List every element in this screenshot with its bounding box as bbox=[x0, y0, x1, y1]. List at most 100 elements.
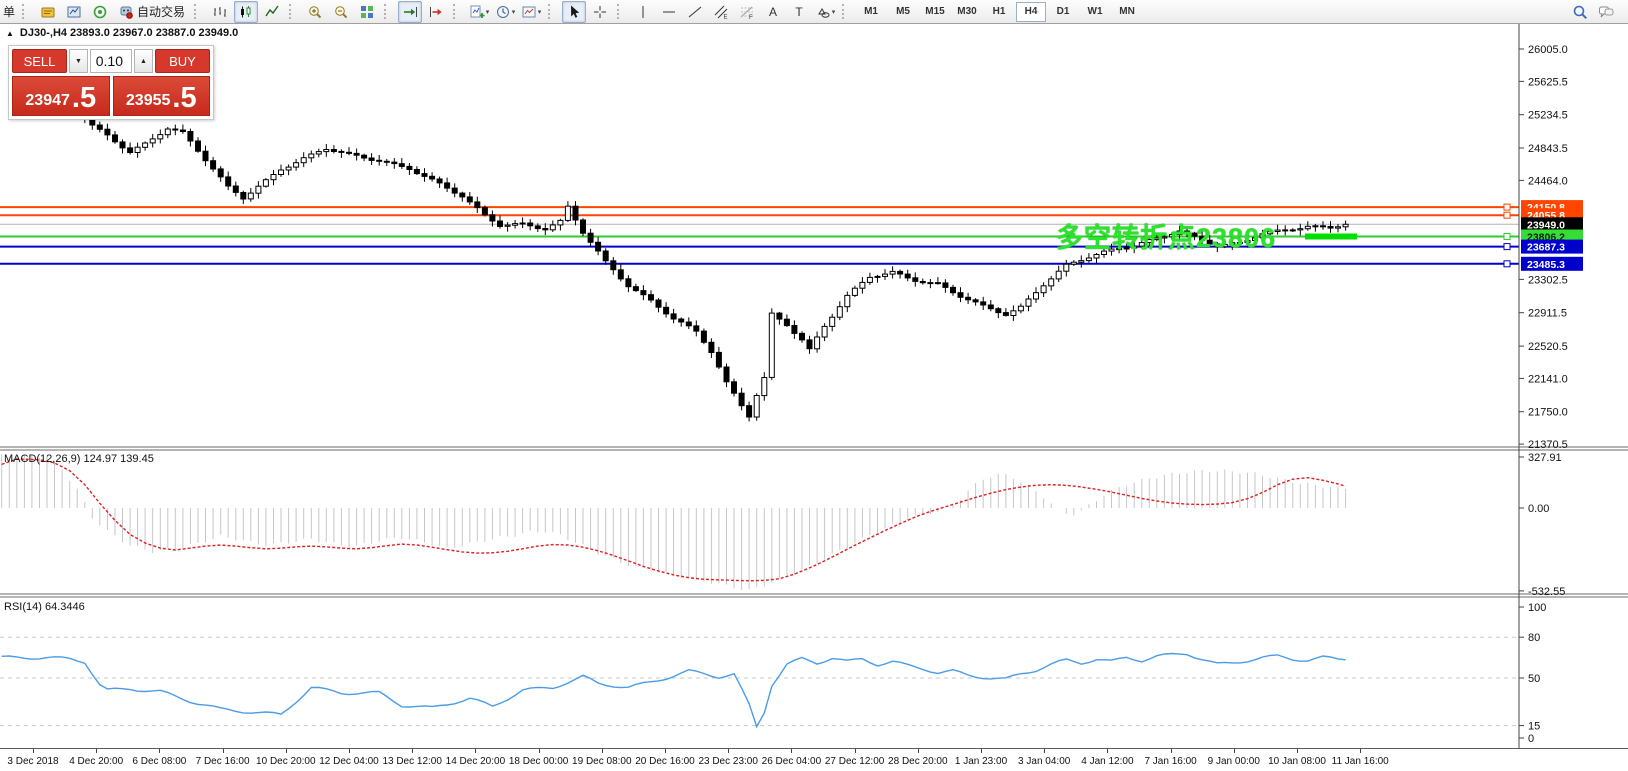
time-axis[interactable]: 3 Dec 2018 4 Dec 20:00 6 Dec 08:00 7 Dec 16… bbox=[0, 748, 1628, 771]
search-icon[interactable] bbox=[1568, 1, 1592, 23]
time-axis-tick bbox=[349, 749, 350, 753]
price-axis[interactable]: 26005.0 25625.5 25234.5 24843.5 24464.0 23302… bbox=[1518, 24, 1583, 748]
time-axis-tick bbox=[159, 749, 161, 753]
chat-icon[interactable] bbox=[1594, 1, 1618, 23]
equidistant-channel-icon[interactable]: E bbox=[709, 1, 733, 23]
time-axis-tick bbox=[222, 749, 224, 753]
svg-text:21750.0: 21750.0 bbox=[1528, 407, 1568, 419]
time-axis-tick bbox=[1233, 749, 1235, 753]
chart-title: DJ30-,H4 23893.0 23967.0 23887.0 23949.0 bbox=[19, 27, 239, 39]
time-axis-label: 6 Dec 08:00 bbox=[132, 756, 187, 767]
new-order-icon[interactable] bbox=[36, 1, 60, 23]
sell-button[interactable]: SELL bbox=[12, 49, 67, 73]
time-axis-tick bbox=[665, 749, 666, 753]
toolbar-grip bbox=[22, 4, 30, 19]
auto-scroll-icon[interactable] bbox=[398, 0, 423, 23]
time-axis-label: 19 Dec 08:00 bbox=[572, 756, 632, 767]
time-axis-tick bbox=[728, 749, 730, 753]
time-axis-tick bbox=[412, 749, 414, 753]
svg-text:80: 80 bbox=[1528, 632, 1540, 644]
candlesticks bbox=[44, 105, 1349, 422]
svg-text:21370.5: 21370.5 bbox=[1528, 439, 1568, 451]
indicators-icon[interactable]: ▾ bbox=[467, 1, 491, 23]
time-axis-tick bbox=[601, 749, 603, 753]
autotrading-button[interactable]: 自动交易 bbox=[113, 1, 190, 23]
buy-button[interactable]: BUY bbox=[155, 49, 210, 73]
svg-text:15: 15 bbox=[1528, 721, 1540, 733]
timeframe-d1-button[interactable]: D1 bbox=[1056, 6, 1070, 17]
time-axis-label: 27 Dec 12:00 bbox=[824, 756, 885, 767]
charts-window-icon[interactable] bbox=[62, 1, 86, 23]
timeframe-h1-button[interactable]: H1 bbox=[992, 6, 1006, 17]
zoom-in-icon[interactable] bbox=[303, 1, 327, 23]
time-axis-label: 26 Dec 04:00 bbox=[761, 756, 822, 767]
time-axis-tick bbox=[1297, 749, 1298, 753]
sell-price-dec: .5 bbox=[71, 82, 97, 114]
cursor-icon[interactable] bbox=[562, 0, 587, 23]
time-axis-tick bbox=[854, 749, 856, 753]
time-axis-tick bbox=[96, 749, 98, 753]
fibonacci-icon[interactable]: F bbox=[735, 1, 759, 23]
rsi-panel bbox=[0, 636, 1519, 729]
time-axis-tick bbox=[475, 749, 477, 753]
svg-text:E: E bbox=[724, 14, 728, 20]
time-axis-label: 10 Jan 08:00 bbox=[1268, 756, 1326, 767]
timeframe-m30-button[interactable]: M30 bbox=[957, 6, 977, 17]
time-axis-tick bbox=[33, 749, 34, 753]
templates-icon[interactable]: ▾ bbox=[519, 1, 543, 23]
time-axis-tick bbox=[538, 749, 540, 753]
dropdown-arrow-icon[interactable]: ▾ bbox=[485, 8, 490, 16]
trendline-icon[interactable] bbox=[683, 1, 707, 23]
time-axis-label: 28 Dec 20:00 bbox=[888, 756, 948, 767]
time-axis-label: 11 Jan 16:00 bbox=[1331, 756, 1389, 767]
time-axis-tick bbox=[1044, 749, 1046, 753]
shapes-icon[interactable]: ▾ bbox=[813, 1, 837, 23]
orders-button-partial[interactable]: 单 bbox=[3, 5, 16, 19]
buy-price-button[interactable]: 23955 .5 bbox=[112, 76, 210, 116]
svg-text:22911.5: 22911.5 bbox=[1528, 308, 1567, 320]
dropdown-arrow-icon[interactable]: ▾ bbox=[831, 8, 836, 16]
collapse-arrow-icon[interactable]: ▲ bbox=[6, 28, 14, 38]
tile-windows-icon[interactable] bbox=[355, 1, 379, 23]
time-axis-tick bbox=[1360, 749, 1362, 753]
dropdown-arrow-icon[interactable]: ▾ bbox=[537, 8, 542, 16]
time-axis-tick bbox=[1170, 749, 1172, 753]
timeframe-m1-button[interactable]: M1 bbox=[864, 6, 878, 17]
volume-increase-button[interactable]: ▲ bbox=[134, 49, 153, 73]
crosshair-icon[interactable] bbox=[588, 1, 612, 23]
time-axis-label: 3 Jan 04:00 bbox=[1018, 756, 1071, 767]
chart-canvas[interactable]: 26005.0 25625.5 25234.5 24843.5 24464.0 23302… bbox=[0, 24, 1628, 748]
toolbar-grip bbox=[548, 4, 556, 19]
label-icon[interactable]: T bbox=[795, 4, 803, 19]
chart-title-bar: ▲ DJ30-,H4 23893.0 23967.0 23887.0 23949… bbox=[6, 27, 238, 39]
svg-text:23687.3: 23687.3 bbox=[1527, 242, 1565, 254]
text-icon[interactable]: A bbox=[769, 4, 778, 19]
autotrade-label: 自动交易 bbox=[137, 5, 186, 19]
volume-decrease-button[interactable]: ▼ bbox=[69, 49, 88, 73]
horizontal-line-icon[interactable] bbox=[657, 1, 681, 23]
timeframe-h4-button[interactable]: H4 bbox=[1016, 1, 1047, 22]
periods-icon[interactable]: ▾ bbox=[493, 1, 517, 23]
timeframe-m5-button[interactable]: M5 bbox=[896, 6, 910, 17]
candlestick-chart-icon[interactable] bbox=[234, 0, 259, 23]
time-axis-label: 1 Jan 23:00 bbox=[954, 756, 1008, 767]
sell-price-button[interactable]: 23947 .5 bbox=[12, 76, 110, 116]
vertical-line-icon[interactable] bbox=[631, 1, 655, 23]
timeframe-m15-button[interactable]: M15 bbox=[925, 6, 945, 17]
signals-icon[interactable] bbox=[88, 1, 112, 23]
buy-price-dec: .5 bbox=[172, 82, 197, 114]
line-chart-icon[interactable] bbox=[260, 1, 284, 23]
macd-panel bbox=[1, 454, 1347, 590]
chart-shift-icon[interactable] bbox=[424, 1, 448, 23]
dropdown-arrow-icon[interactable]: ▾ bbox=[511, 8, 516, 16]
zoom-out-icon[interactable] bbox=[329, 1, 353, 23]
time-axis-tick bbox=[917, 749, 919, 753]
timeframe-w1-button[interactable]: W1 bbox=[1087, 6, 1103, 17]
svg-text:0: 0 bbox=[1528, 733, 1534, 745]
time-axis-label: 4 Jan 12:00 bbox=[1081, 756, 1134, 767]
volume-input[interactable]: 0.10 bbox=[90, 49, 132, 73]
svg-text:25625.5: 25625.5 bbox=[1528, 76, 1568, 88]
timeframe-mn-button[interactable]: MN bbox=[1119, 6, 1135, 17]
svg-text:22141.0: 22141.0 bbox=[1528, 373, 1568, 385]
bar-chart-icon[interactable] bbox=[208, 1, 232, 23]
